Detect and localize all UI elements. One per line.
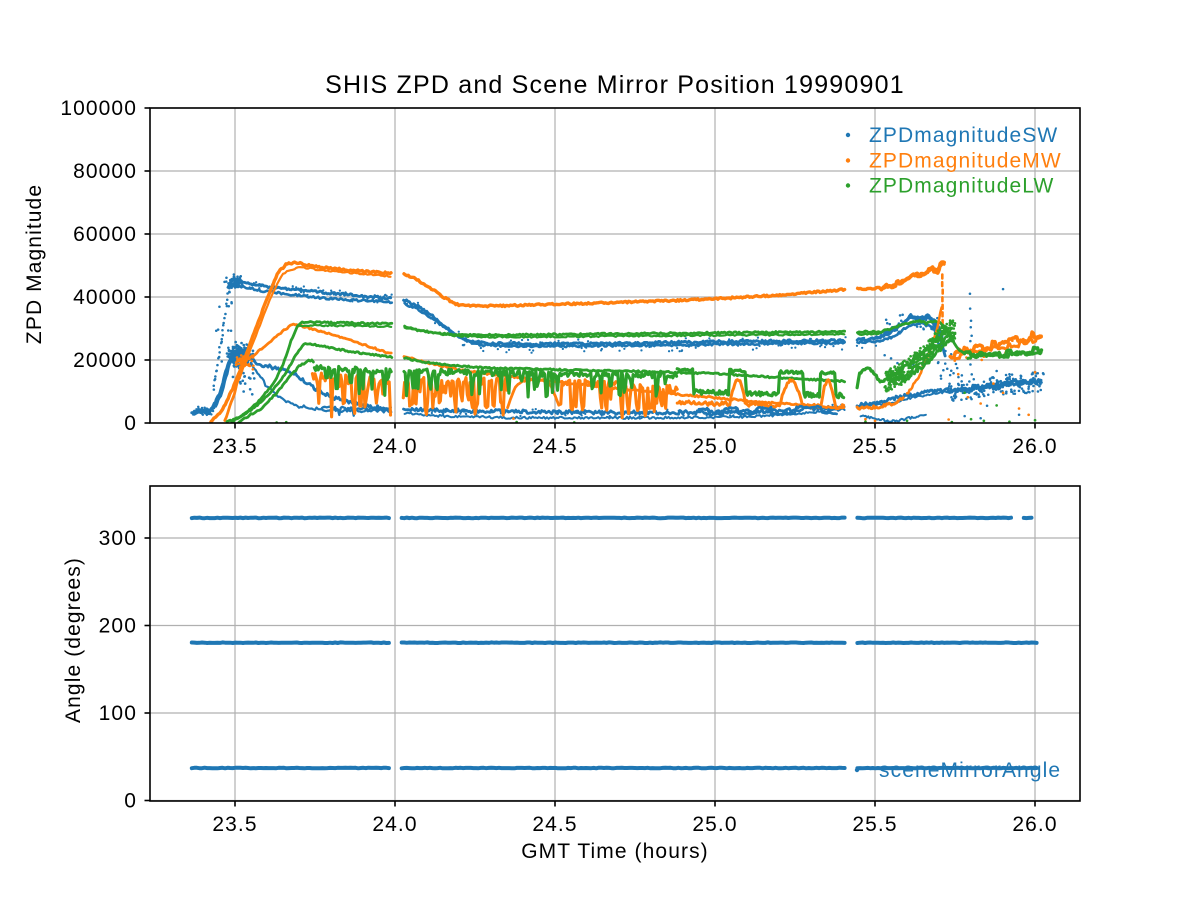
svg-text:ZPDmagnitudeLW: ZPDmagnitudeLW — [869, 175, 1054, 198]
svg-text:26.0: 26.0 — [1012, 435, 1057, 458]
svg-text:GMT Time (hours): GMT Time (hours) — [521, 840, 709, 863]
svg-text:25.0: 25.0 — [692, 813, 737, 836]
svg-text:25.5: 25.5 — [852, 435, 897, 458]
svg-text:sceneMirrorAngle: sceneMirrorAngle — [879, 759, 1061, 782]
svg-text:23.5: 23.5 — [212, 435, 257, 458]
svg-text:24.0: 24.0 — [372, 813, 417, 836]
svg-text:24.5: 24.5 — [532, 813, 577, 836]
svg-text:ZPDmagnitudeMW: ZPDmagnitudeMW — [869, 150, 1062, 173]
svg-text:20000: 20000 — [73, 349, 137, 372]
svg-text:23.5: 23.5 — [212, 813, 257, 836]
svg-text:300: 300 — [99, 527, 137, 550]
svg-text:25.5: 25.5 — [852, 813, 897, 836]
svg-text:0: 0 — [124, 790, 137, 813]
svg-text:200: 200 — [99, 615, 137, 638]
svg-text:100000: 100000 — [60, 97, 137, 120]
svg-text:26.0: 26.0 — [1012, 813, 1057, 836]
svg-text:SHIS ZPD and Scene Mirror Posi: SHIS ZPD and Scene Mirror Position 19990… — [325, 71, 905, 99]
svg-text:60000: 60000 — [73, 223, 137, 246]
svg-text:25.0: 25.0 — [692, 435, 737, 458]
svg-text:80000: 80000 — [73, 160, 137, 183]
svg-text:0: 0 — [124, 412, 137, 435]
svg-text:ZPD Magnitude: ZPD Magnitude — [23, 184, 46, 344]
svg-text:Angle (degrees): Angle (degrees) — [62, 557, 85, 723]
svg-text:24.5: 24.5 — [532, 435, 577, 458]
svg-text:ZPDmagnitudeSW: ZPDmagnitudeSW — [869, 124, 1058, 147]
svg-text:40000: 40000 — [73, 286, 137, 309]
svg-text:100: 100 — [99, 702, 137, 725]
svg-text:24.0: 24.0 — [372, 435, 417, 458]
